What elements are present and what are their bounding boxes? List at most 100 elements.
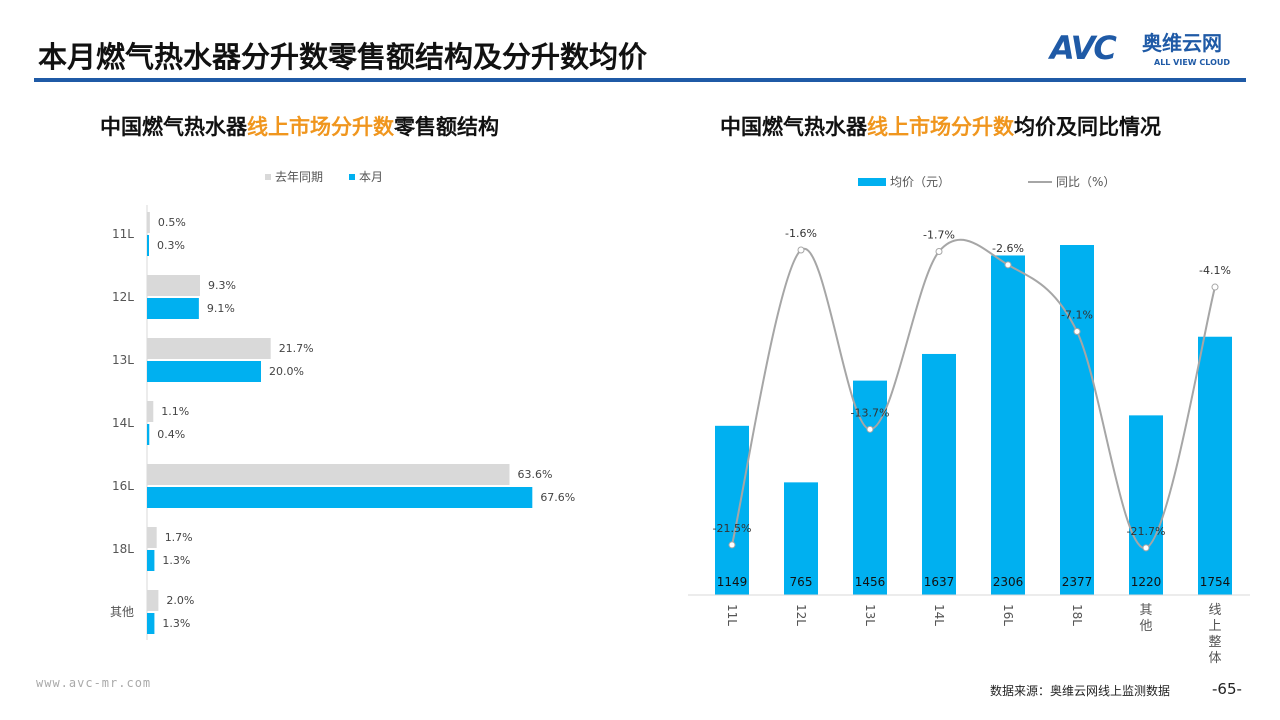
bar-this-month (147, 550, 155, 571)
category-label: 18L (1070, 604, 1084, 626)
category-label: 16L (112, 479, 134, 493)
category-label: 12L (794, 604, 808, 626)
logo-cn: 奥维云网 (1142, 31, 1222, 55)
legend-label: 本月 (359, 170, 384, 184)
yoy-label: -1.6% (785, 227, 817, 240)
yoy-point (1142, 544, 1150, 552)
yoy-label: -13.7% (851, 406, 890, 419)
title-part: 中国燃气热水器 (100, 115, 247, 139)
yoy-label: -21.7% (1127, 525, 1166, 538)
price-bar (1060, 245, 1094, 595)
category-label: 14L (112, 416, 134, 430)
title-divider (34, 78, 1246, 82)
price-label: 1220 (1131, 575, 1162, 589)
price-label: 1754 (1200, 575, 1231, 589)
bar-this-month (147, 298, 199, 319)
data-label: 9.1% (207, 302, 235, 315)
category-label: 其他 (110, 605, 134, 619)
yoy-point (935, 247, 943, 255)
yoy-label: -21.5% (713, 522, 752, 535)
bar-last-year (147, 338, 271, 359)
bar-last-year (147, 527, 157, 548)
bar-last-year (147, 212, 150, 233)
category-label: 其 (1139, 603, 1152, 618)
legend-swatch-price (858, 177, 886, 186)
title-part: 零售额结构 (394, 115, 499, 139)
price-bar (784, 482, 818, 595)
data-label: 21.7% (279, 342, 314, 355)
yoy-label: -4.1% (1199, 264, 1231, 277)
yoy-label: -7.1% (1061, 309, 1093, 322)
page-title: 本月燃气热水器分升数零售额结构及分升数均价 (38, 40, 648, 74)
data-label: 20.0% (269, 365, 304, 378)
price-bar (715, 425, 749, 595)
category-label: 13L (863, 604, 877, 626)
data-label: 63.6% (518, 468, 553, 481)
title-part: 均价及同比情况 (1014, 115, 1161, 139)
price-label: 2377 (1062, 575, 1093, 589)
bar-this-month (147, 613, 155, 634)
price-label: 765 (790, 575, 813, 589)
category-label: 18L (112, 542, 134, 556)
left-chart-title: 中国燃气热水器线上市场分升数零售额结构 (100, 111, 499, 141)
data-label: 9.3% (208, 279, 236, 292)
left-legend: 去年同期 本月 (265, 168, 383, 185)
yoy-point (797, 246, 805, 254)
avc-logo: AVC 奥维云网 ALL VIEW CLOUD (1050, 30, 1250, 74)
price-bar (1129, 415, 1163, 595)
right-chart-title: 中国燃气热水器线上市场分升数均价及同比情况 (720, 111, 1161, 141)
bar-this-month (147, 424, 150, 445)
category-label: 上 (1208, 619, 1221, 634)
yoy-point (1211, 283, 1219, 291)
website-text: www.avc-mr.com (36, 676, 152, 690)
category-label: 11L (725, 604, 739, 626)
data-label: 67.6% (540, 491, 575, 504)
page-number: -65- (1212, 680, 1242, 698)
legend-label: 同比（%） (1056, 175, 1116, 189)
price-label: 1456 (855, 575, 886, 589)
data-label: 0.4% (157, 428, 185, 441)
category-label: 体 (1208, 651, 1221, 666)
logo-mark: AVC (1050, 29, 1117, 67)
category-label: 12L (112, 290, 134, 304)
legend-swatch-this-month (349, 173, 356, 180)
yoy-point (866, 425, 874, 433)
category-label: 整 (1208, 635, 1221, 650)
logo-en: ALL VIEW CLOUD (1154, 58, 1231, 67)
legend-label: 均价（元） (890, 175, 951, 189)
bar-last-year (147, 590, 159, 611)
data-label: 1.3% (162, 554, 190, 567)
legend-swatch-last-year (265, 173, 271, 180)
data-label: 1.7% (165, 531, 193, 544)
price-label: 1149 (717, 575, 748, 589)
category-label: 14L (932, 604, 946, 626)
data-source: 数据来源：奥维云网线上监测数据 (990, 684, 1171, 698)
price-bar (1198, 336, 1232, 595)
data-label: 2.0% (166, 594, 194, 607)
title-highlight: 线上市场分升数 (867, 115, 1014, 139)
category-label: 他 (1139, 619, 1152, 634)
category-label: 16L (1001, 604, 1015, 626)
bar-last-year (147, 401, 154, 422)
data-label: 0.5% (158, 216, 186, 229)
bar-last-year (147, 275, 201, 296)
bar-this-month (147, 487, 533, 508)
yoy-label: -1.7% (923, 228, 955, 241)
legend-label: 去年同期 (275, 170, 324, 184)
data-label: 1.1% (161, 405, 189, 418)
right-combo-chart: 1149 11L 765 12L 1456 13L 1637 14L 2306 16L 2377 18… (688, 227, 1250, 666)
price-bar (991, 255, 1025, 596)
yoy-point (1073, 328, 1081, 336)
price-bar (922, 353, 956, 595)
yoy-label: -2.6% (992, 242, 1024, 255)
legend-swatch-yoy (1028, 180, 1053, 183)
bar-this-month (147, 361, 261, 382)
bar-this-month (147, 235, 149, 256)
price-label: 1637 (924, 575, 955, 589)
data-label: 0.3% (157, 239, 185, 252)
category-label: 13L (112, 353, 134, 367)
category-label: 线 (1208, 603, 1221, 618)
yoy-point (728, 541, 736, 549)
right-legend: 均价（元） 同比（%） (858, 173, 1115, 190)
price-label: 2306 (993, 575, 1024, 589)
